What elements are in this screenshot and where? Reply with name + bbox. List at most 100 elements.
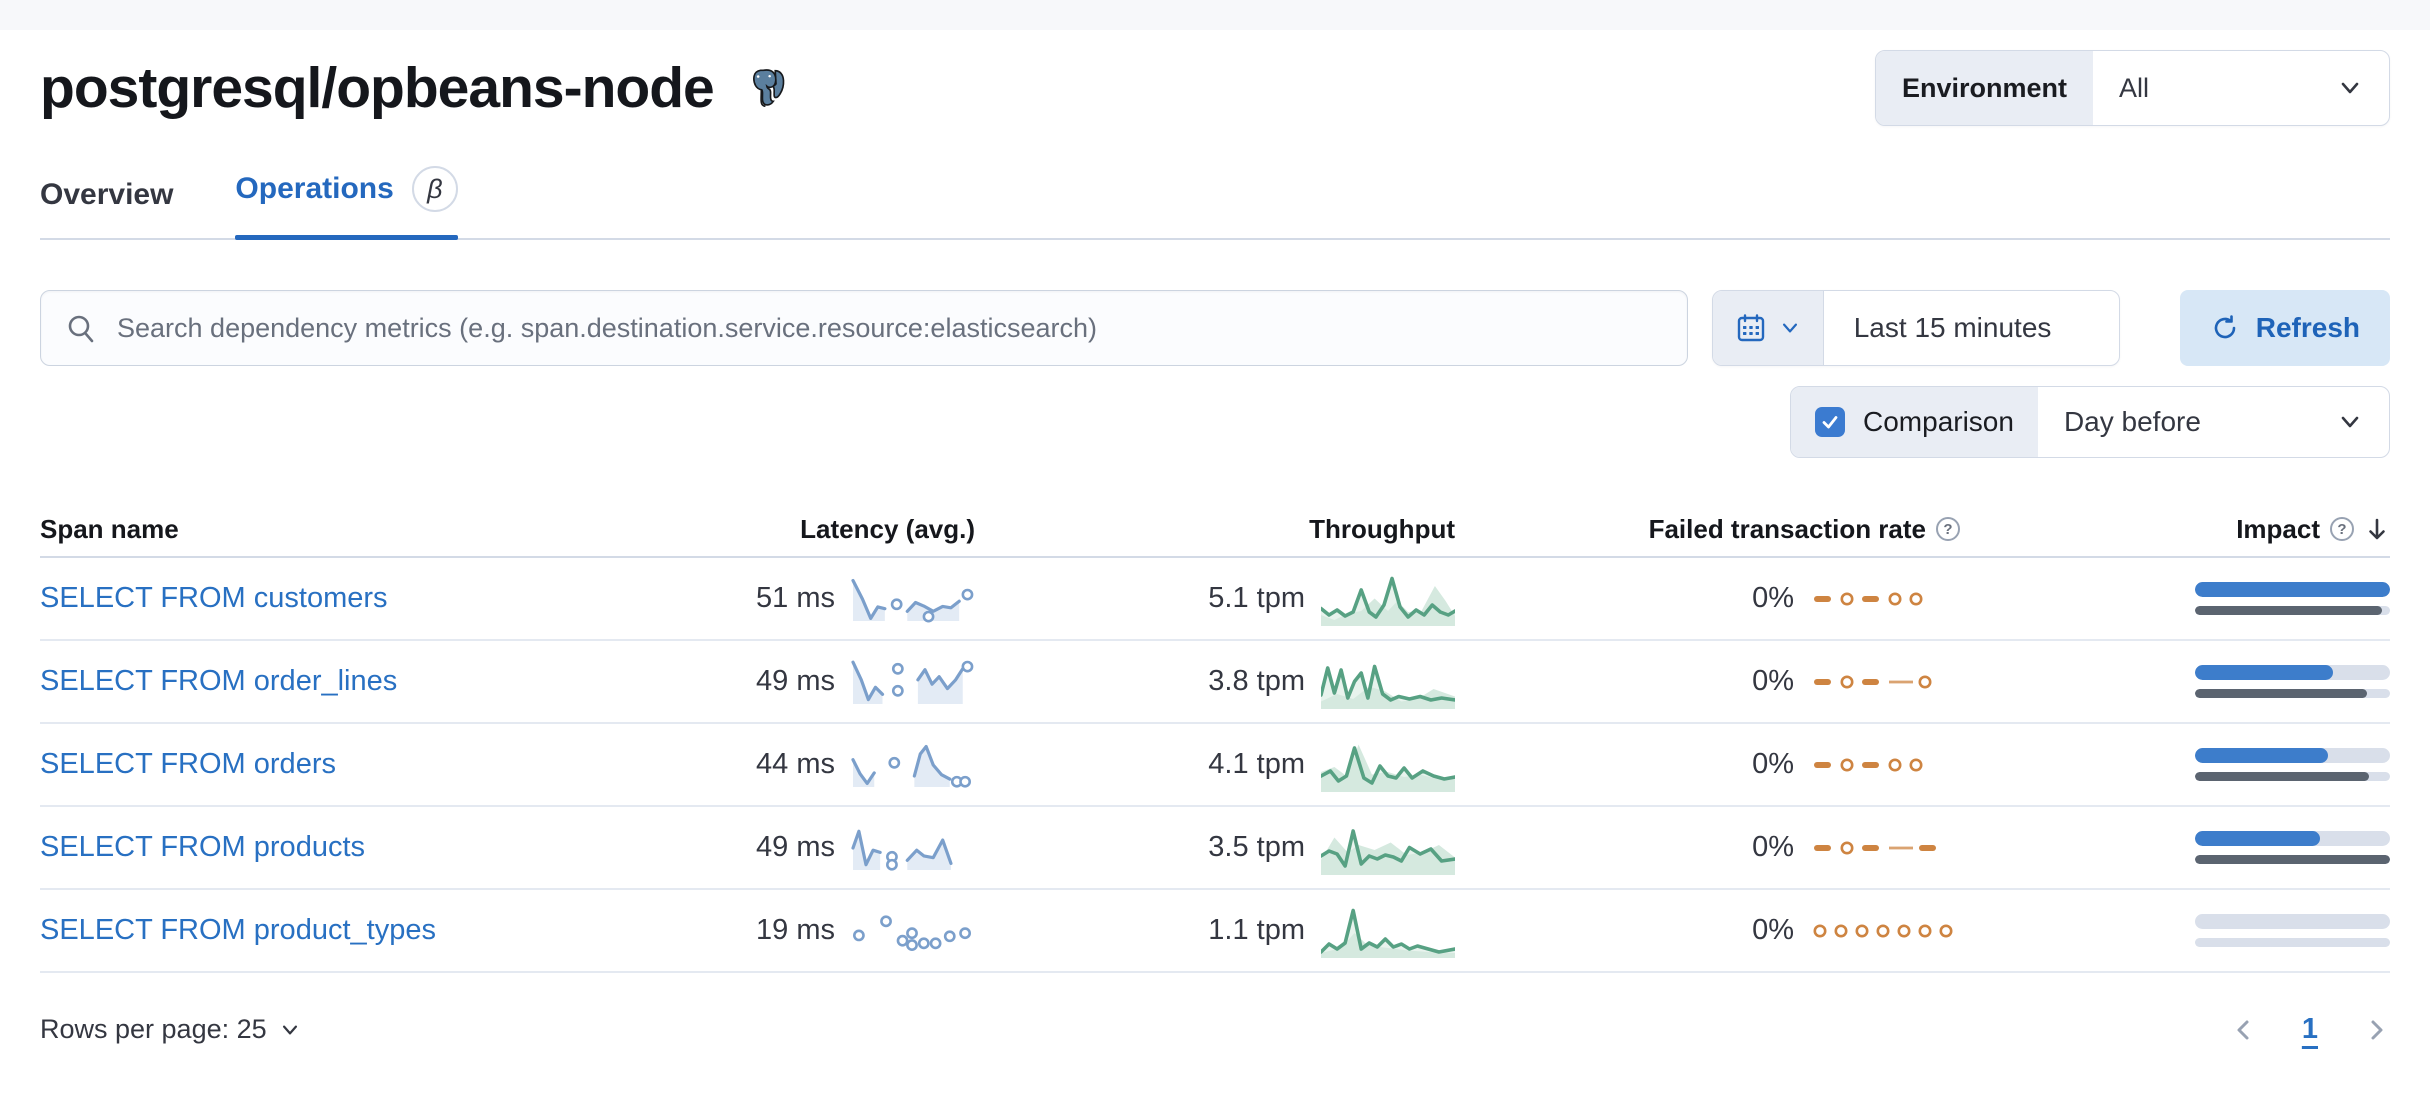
pagination: 1	[2230, 1013, 2390, 1046]
table-footer: Rows per page: 25 1	[40, 1013, 2390, 1046]
col-header-impact[interactable]: Impact ?	[1960, 514, 2390, 545]
col-header-latency: Latency (avg.)	[800, 513, 975, 544]
impact-bars	[2195, 748, 2390, 781]
table-row: SELECT FROM customers 51 ms 5.1 tpm 0%	[40, 558, 2390, 641]
impact-prev-bar	[2195, 772, 2369, 781]
impact-bar	[2195, 748, 2328, 763]
comparison-label: Comparison	[1863, 406, 2014, 437]
table-header: Span name Latency (avg.) Throughput Fail…	[40, 502, 2390, 558]
tab-operations[interactable]: Operations β	[235, 166, 459, 240]
next-page-icon[interactable]	[2362, 1016, 2390, 1044]
previous-page-icon[interactable]	[2230, 1016, 2258, 1044]
throughput-sparkline	[1321, 664, 1455, 709]
throughput-sparkline	[1321, 828, 1455, 875]
table-row: SELECT FROM order_lines 49 ms 3.8 tpm 0%	[40, 641, 2390, 724]
latency-value: 44 ms	[756, 748, 835, 780]
comparison-value: Day before	[2063, 406, 2201, 437]
throughput-value: 3.5 tpm	[1208, 831, 1305, 863]
sort-desc-arrow-icon[interactable]	[2364, 516, 2390, 542]
refresh-icon	[2214, 315, 2236, 339]
search-input[interactable]	[117, 312, 1663, 344]
throughput-value: 1.1 tpm	[1208, 914, 1305, 946]
table-row: SELECT FROM product_types 19 ms 1.1 tpm …	[40, 890, 2390, 973]
table-row: SELECT FROM products 49 ms 3.5 tpm 0%	[40, 807, 2390, 890]
latency-value: 49 ms	[756, 665, 835, 697]
postgresql-logo-icon	[752, 69, 785, 107]
check-icon	[1822, 416, 1838, 429]
col-header-failed-rate: Failed transaction rate ?	[1455, 514, 1960, 545]
calendar-menu-button[interactable]	[1712, 291, 1824, 365]
tab-bar: Overview Operations β	[40, 166, 2390, 240]
span-link[interactable]: SELECT FROM product_types	[40, 914, 436, 946]
environment-label: Environment	[1876, 51, 2094, 125]
failed-rate-sparkline	[1814, 840, 1936, 854]
failed-rate-value: 0%	[1752, 748, 1794, 780]
page-title: postgresql/opbeans-node	[40, 56, 715, 120]
help-icon[interactable]: ?	[2330, 517, 2354, 541]
impact-prev-bar	[2195, 606, 2383, 615]
table-row: SELECT FROM orders 44 ms 4.1 tpm 0%	[40, 724, 2390, 807]
latency-sparkline	[851, 829, 953, 871]
impact-bars	[2195, 665, 2390, 698]
rows-per-page-button[interactable]: Rows per page: 25	[40, 1014, 301, 1045]
failed-rate-value: 0%	[1752, 914, 1794, 946]
latency-value: 51 ms	[756, 582, 835, 614]
failed-rate-sparkline	[1814, 757, 1923, 771]
calendar-icon	[1737, 314, 1764, 342]
latency-sparkline	[851, 744, 971, 788]
latency-sparkline	[853, 914, 971, 951]
environment-select[interactable]: Environment All	[1875, 50, 2390, 126]
top-band	[0, 0, 2430, 30]
failed-rate-sparkline	[1813, 923, 1953, 937]
impact-bar	[2195, 665, 2334, 680]
table-body: SELECT FROM customers 51 ms 5.1 tpm 0% S…	[40, 558, 2390, 973]
failed-rate-value: 0%	[1752, 582, 1794, 614]
impact-prev-bar	[2195, 855, 2390, 864]
time-range-button[interactable]: Last 15 minutes	[1853, 312, 2052, 343]
throughput-sparkline	[1321, 744, 1455, 792]
col-header-throughput: Throughput	[1309, 513, 1455, 544]
latency-value: 19 ms	[756, 914, 835, 946]
search-box[interactable]	[40, 290, 1688, 366]
span-link[interactable]: SELECT FROM orders	[40, 748, 336, 780]
page-number[interactable]: 1	[2301, 1013, 2318, 1045]
chevron-down-icon	[2341, 416, 2359, 428]
throughput-value: 5.1 tpm	[1208, 582, 1305, 614]
throughput-value: 4.1 tpm	[1208, 748, 1305, 780]
impact-bar	[2195, 831, 2320, 846]
col-header-span-name: Span name	[40, 513, 179, 544]
comparison-row: Comparison Day before	[40, 386, 2390, 458]
span-link[interactable]: SELECT FROM products	[40, 831, 366, 863]
impact-bars	[2195, 582, 2390, 615]
comparison-select[interactable]: Day before	[2038, 387, 2389, 457]
comparison-checkbox[interactable]	[1815, 407, 1845, 437]
chevron-down-icon	[1782, 323, 1797, 333]
date-picker: Last 15 minutes	[1711, 290, 2120, 366]
span-link[interactable]: SELECT FROM order_lines	[40, 665, 398, 697]
help-icon[interactable]: ?	[1936, 517, 1960, 541]
impact-bars	[2195, 831, 2390, 864]
page-header: postgresql/opbeans-node Environment All	[40, 50, 2390, 126]
span-link[interactable]: SELECT FROM customers	[40, 582, 388, 614]
chevron-down-icon	[282, 1025, 297, 1034]
failed-rate-value: 0%	[1752, 665, 1794, 697]
latency-sparkline	[851, 660, 974, 704]
operations-table: Span name Latency (avg.) Throughput Fail…	[40, 502, 2390, 973]
failed-rate-sparkline	[1814, 591, 1923, 605]
chevron-down-icon	[2341, 82, 2359, 94]
failed-rate-value: 0%	[1752, 831, 1794, 863]
controls-row: Last 15 minutes Refresh	[40, 290, 2390, 366]
impact-prev-bar	[2195, 689, 2367, 698]
throughput-sparkline	[1321, 576, 1455, 626]
tab-overview[interactable]: Overview	[40, 178, 174, 211]
throughput-value: 3.8 tpm	[1208, 665, 1305, 697]
beta-badge: β	[411, 166, 458, 212]
latency-sparkline	[851, 578, 974, 622]
throughput-sparkline	[1321, 908, 1455, 958]
impact-bars	[2195, 914, 2390, 947]
latency-value: 49 ms	[756, 831, 835, 863]
impact-bar	[2195, 582, 2390, 597]
search-icon	[68, 315, 94, 343]
environment-value: All	[2119, 72, 2150, 103]
refresh-button[interactable]: Refresh	[2179, 290, 2390, 366]
